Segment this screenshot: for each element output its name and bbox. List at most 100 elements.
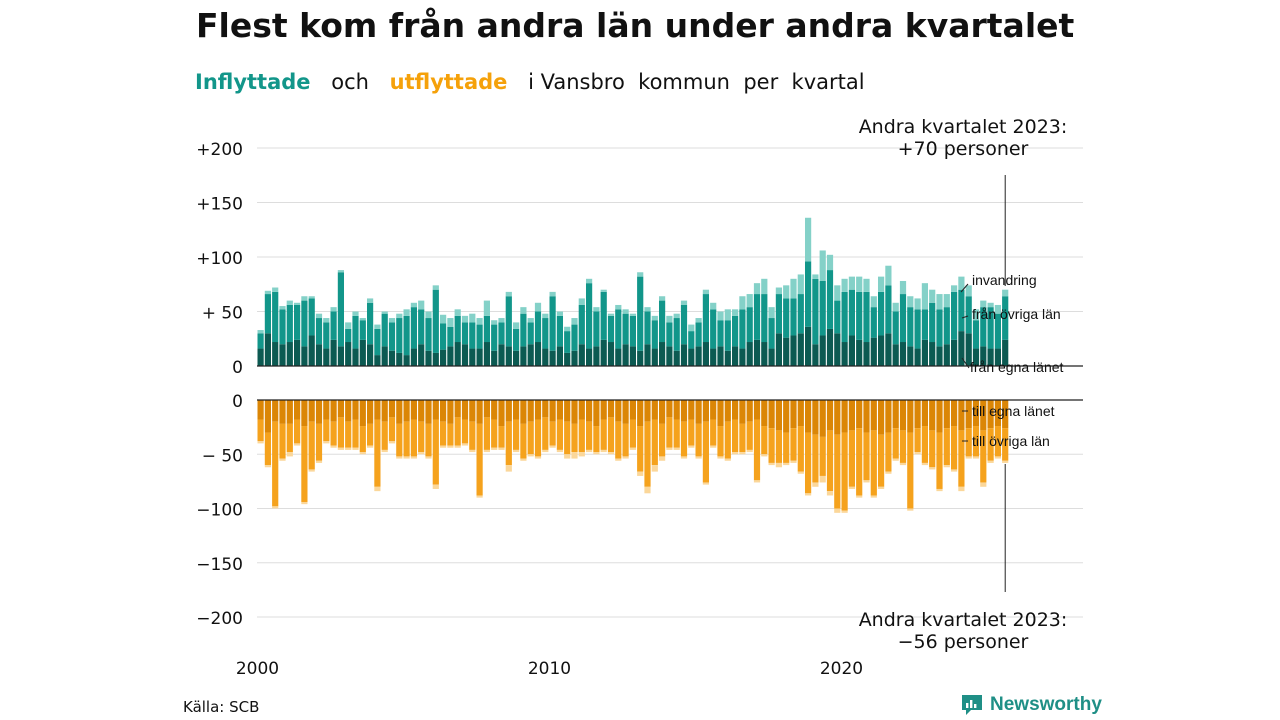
bar-out-own [257,400,264,420]
bar-out-emig [878,486,885,489]
bar-out-own [710,400,717,420]
bar-out-other [732,419,739,453]
bar-out-own [834,400,841,435]
bar-in-other [615,309,622,349]
bar-out-other [549,421,556,446]
bar-out-own [476,400,483,424]
bar-out-own [732,400,739,420]
bar-out-emig [513,449,520,453]
bar-in-other [571,324,578,351]
bar-in-immig [564,326,571,332]
bar-in-other [987,307,994,349]
bar-out-other [972,426,980,457]
bar-in-immig [308,296,315,299]
bar-out-other [381,421,388,450]
bar-in-immig [571,318,578,325]
bar-in-own [432,352,439,366]
chart-labels: 0 + 50 +100 +150 +200 0 − 50 −100 −150 −200 invand… [196,116,1067,679]
bar-out-emig [797,471,804,474]
bar-in-own [461,344,469,366]
bar-out-own [345,400,352,422]
bar-in-immig [586,278,593,284]
bar-out-own [746,400,753,422]
bar-in-own [359,339,366,366]
bar-out-emig [571,452,578,459]
bar-out-emig [337,447,344,450]
bar-out-own [454,400,461,418]
bar-in-own [907,346,914,366]
bar-out-emig [418,452,425,455]
bar-out-other [856,428,863,496]
bar-in-other [644,311,651,345]
bar-in-immig [929,289,936,303]
bar-out-own [279,400,286,424]
bar-in-immig [899,280,907,295]
bar-in-other [797,294,804,334]
bar-in-other [826,270,834,329]
bar-in-other [739,309,746,349]
bar-out-other [556,419,563,450]
bar-out-own [987,400,994,429]
bar-out-own [929,400,936,431]
bar-in-other [549,296,556,351]
bar-in-own [586,348,593,366]
bar-in-immig [695,318,702,323]
bar-in-other [388,322,396,351]
bar-out-other [965,428,972,457]
bar-in-own [593,346,600,366]
bar-in-own [710,348,717,366]
bar-in-other [885,285,892,334]
bar-in-immig [746,294,753,308]
bottom-y-tick-label: −200 [196,609,243,629]
bar-in-immig [279,306,286,310]
bar-in-own [622,344,629,366]
bar-out-own [629,400,636,420]
bar-in-immig [826,254,834,271]
bar-out-own [301,400,308,427]
bar-out-own [352,400,359,420]
bar-out-other [907,432,914,509]
brand-name: Newsworthy [990,694,1102,715]
bar-out-emig [965,456,972,459]
bar-out-other [440,421,447,446]
bar-out-other [797,426,804,472]
bar-in-other [943,307,950,345]
bar-in-own [257,348,264,366]
bar-in-other [856,291,863,340]
bar-out-other [680,421,688,457]
bar-out-emig [841,510,848,513]
bar-out-emig [972,456,980,459]
bar-out-emig [695,456,702,459]
bar-out-emig [367,445,374,448]
bar-in-own [892,344,899,366]
bar-out-other [396,423,403,457]
bar-in-other [315,318,323,345]
bar-in-immig [732,309,739,316]
bar-out-emig [447,445,454,448]
bar-in-own [469,348,476,366]
bar-in-own [381,346,388,366]
bar-out-own [812,400,819,435]
bar-in-other [951,291,958,340]
bar-in-immig [666,315,673,323]
bar-in-own [856,339,863,366]
bar-in-own [637,350,644,366]
bar-out-emig [834,508,841,513]
bar-out-emig [739,452,746,455]
subtitle-rest: i Vansbro kommun per kvartal [528,70,865,94]
bar-out-other [885,432,892,472]
bar-in-own [972,348,980,366]
bar-in-immig [629,313,636,316]
bar-out-emig [680,456,688,459]
bar-out-other [315,423,323,461]
bar-in-own [564,352,571,366]
bar-in-own [527,344,534,366]
bar-in-own [629,346,636,366]
bar-in-other [710,309,717,349]
bar-in-own [388,350,396,366]
bar-in-other [483,315,490,343]
bar-in-immig [834,285,841,301]
bar-in-other [367,302,374,345]
bar-out-emig [870,495,877,498]
bar-out-other [943,428,950,466]
